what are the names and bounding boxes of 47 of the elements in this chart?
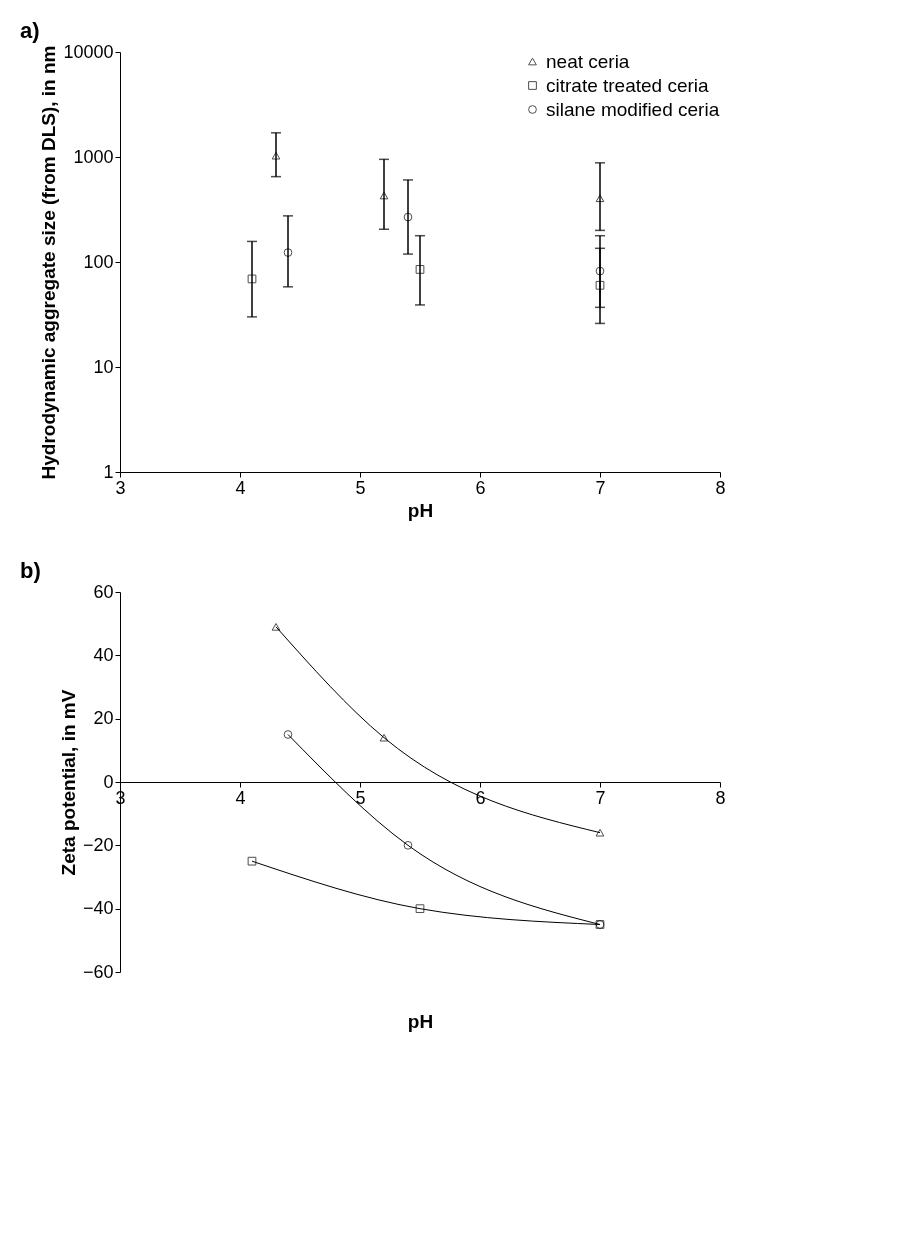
y-tick-label: −40 xyxy=(82,898,114,919)
legend-label: silane modified ceria xyxy=(546,98,720,120)
x-tick-label: 8 xyxy=(715,787,726,808)
x-tick-label: 7 xyxy=(595,787,606,808)
y-tick-label: 100 xyxy=(83,251,114,272)
point xyxy=(595,194,605,203)
legend-label: citrate treated ceria xyxy=(546,74,710,96)
y-axis-title: Hydrodynamic aggregate size (from DLS), in nm xyxy=(38,45,60,480)
y-tick-label: 1 xyxy=(103,461,114,482)
y-tick-label: 10000 xyxy=(63,41,114,62)
point xyxy=(403,212,413,222)
x-axis-title: pH xyxy=(407,499,434,521)
point xyxy=(283,730,293,739)
y-tick-label: 0 xyxy=(103,771,114,792)
x-tick-label: 7 xyxy=(595,477,606,498)
point xyxy=(595,266,605,276)
point xyxy=(595,280,605,290)
y-axis-title: Zeta potential, in mV xyxy=(57,689,79,876)
y-tick-label: 20 xyxy=(93,708,114,729)
x-tick-label: 4 xyxy=(235,787,246,808)
x-axis-title: pH xyxy=(407,1010,434,1032)
x-tick-label: 6 xyxy=(475,477,486,498)
point xyxy=(247,274,257,284)
x-tick-label: 8 xyxy=(715,477,726,498)
y-tick-label: 60 xyxy=(93,581,114,602)
y-tick-label: 40 xyxy=(93,644,114,665)
point xyxy=(271,151,281,160)
y-tick-label: 1000 xyxy=(73,146,114,167)
point xyxy=(271,622,281,631)
x-tick-label: 5 xyxy=(355,477,366,498)
chart-title: b) xyxy=(20,558,41,583)
x-tick-label: 5 xyxy=(355,787,366,808)
point xyxy=(283,248,293,257)
point xyxy=(415,904,425,914)
point xyxy=(379,733,389,742)
y-tick-label: −60 xyxy=(82,961,114,982)
y-tick-label: 10 xyxy=(93,356,114,377)
point xyxy=(403,840,413,850)
legend-label: neat ceria xyxy=(546,50,630,72)
point xyxy=(595,828,605,837)
point xyxy=(415,265,425,274)
point xyxy=(247,856,257,866)
x-tick-label: 4 xyxy=(235,477,246,498)
x-tick-label: 3 xyxy=(115,477,126,498)
y-tick-label: −20 xyxy=(82,834,114,855)
point xyxy=(379,191,389,200)
chart-title: a) xyxy=(20,18,40,43)
